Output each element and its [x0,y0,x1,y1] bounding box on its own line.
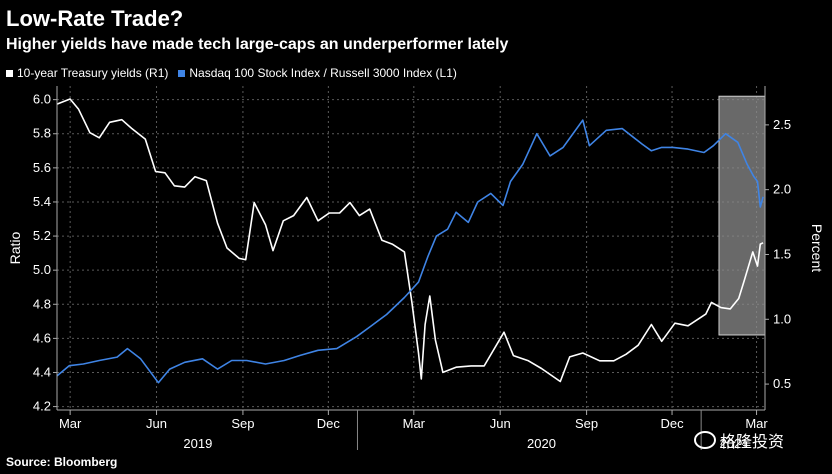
y-left-tick-label: 5.0 [33,262,51,277]
x-tick-label: Dec [317,416,341,431]
legend-label-treasury: 10-year Treasury yields (R1) [17,66,169,80]
legend-swatch-treasury [6,69,13,77]
source-note: Source: Bloomberg [6,455,118,469]
y-right-tick-label: 0.5 [773,376,791,391]
x-tick-label: Sep [231,416,254,431]
y-left-tick-label: 5.4 [33,194,51,209]
x-tick-label: Mar [59,416,82,431]
y-right-tick-label: 1.0 [773,311,791,326]
watermark: 格隆投资 [694,428,784,452]
series-line-treasury [56,98,764,383]
highlight-box [718,95,766,336]
y-right-tick-label: 2.5 [773,117,791,132]
x-tick-label: Jun [490,416,511,431]
x-year-label: 2019 [183,436,212,451]
y-left-tick-label: 5.2 [33,228,51,243]
y-left-tick-label: 6.0 [33,92,51,107]
chart-subtitle: Higher yields have made tech large-caps … [6,36,509,53]
y-axis-right-title: Percent [809,224,825,272]
y-left-tick-label: 4.8 [33,296,51,311]
y-left-tick-label: 4.6 [33,330,51,345]
y-left-tick-label: 5.8 [33,126,51,141]
y-right-tick-label: 2.0 [773,182,791,197]
y-right-tick-label: 1.5 [773,246,791,261]
legend-item-ratio: Nasdaq 100 Stock Index / Russell 3000 In… [178,66,457,80]
x-tick-label: Dec [660,416,684,431]
watermark-text: 格隆投资 [720,434,785,451]
legend-swatch-ratio [178,69,186,77]
x-tick-label: Sep [575,416,598,431]
y-left-tick-label: 4.2 [33,399,51,414]
legend: 10-year Treasury yields (R1) Nasdaq 100 … [6,66,457,80]
series-line-ratio [56,119,764,384]
wechat-icon [694,431,716,449]
chart-title: Low-Rate Trade? [6,6,184,31]
x-tick-label: Jun [146,416,167,431]
x-tick-label: Mar [745,416,768,431]
y-left-tick-label: 5.6 [33,160,51,175]
y-left-tick-label: 4.4 [33,364,51,379]
chart-svg: 4.2 4.4 4.6 4.8 5.0 5.2 5.4 5.6 5.8 6.0 0.5 1.0 1.5 2… [7,86,825,451]
legend-label-ratio: Nasdaq 100 Stock Index / Russell 3000 In… [189,66,457,80]
x-year-label: 2021 [720,436,749,451]
x-tick-label: Mar [403,416,426,431]
x-year-label: 2020 [527,436,556,451]
y-axis-left-title: Ratio [7,231,23,264]
legend-item-treasury: 10-year Treasury yields (R1) [6,66,168,80]
